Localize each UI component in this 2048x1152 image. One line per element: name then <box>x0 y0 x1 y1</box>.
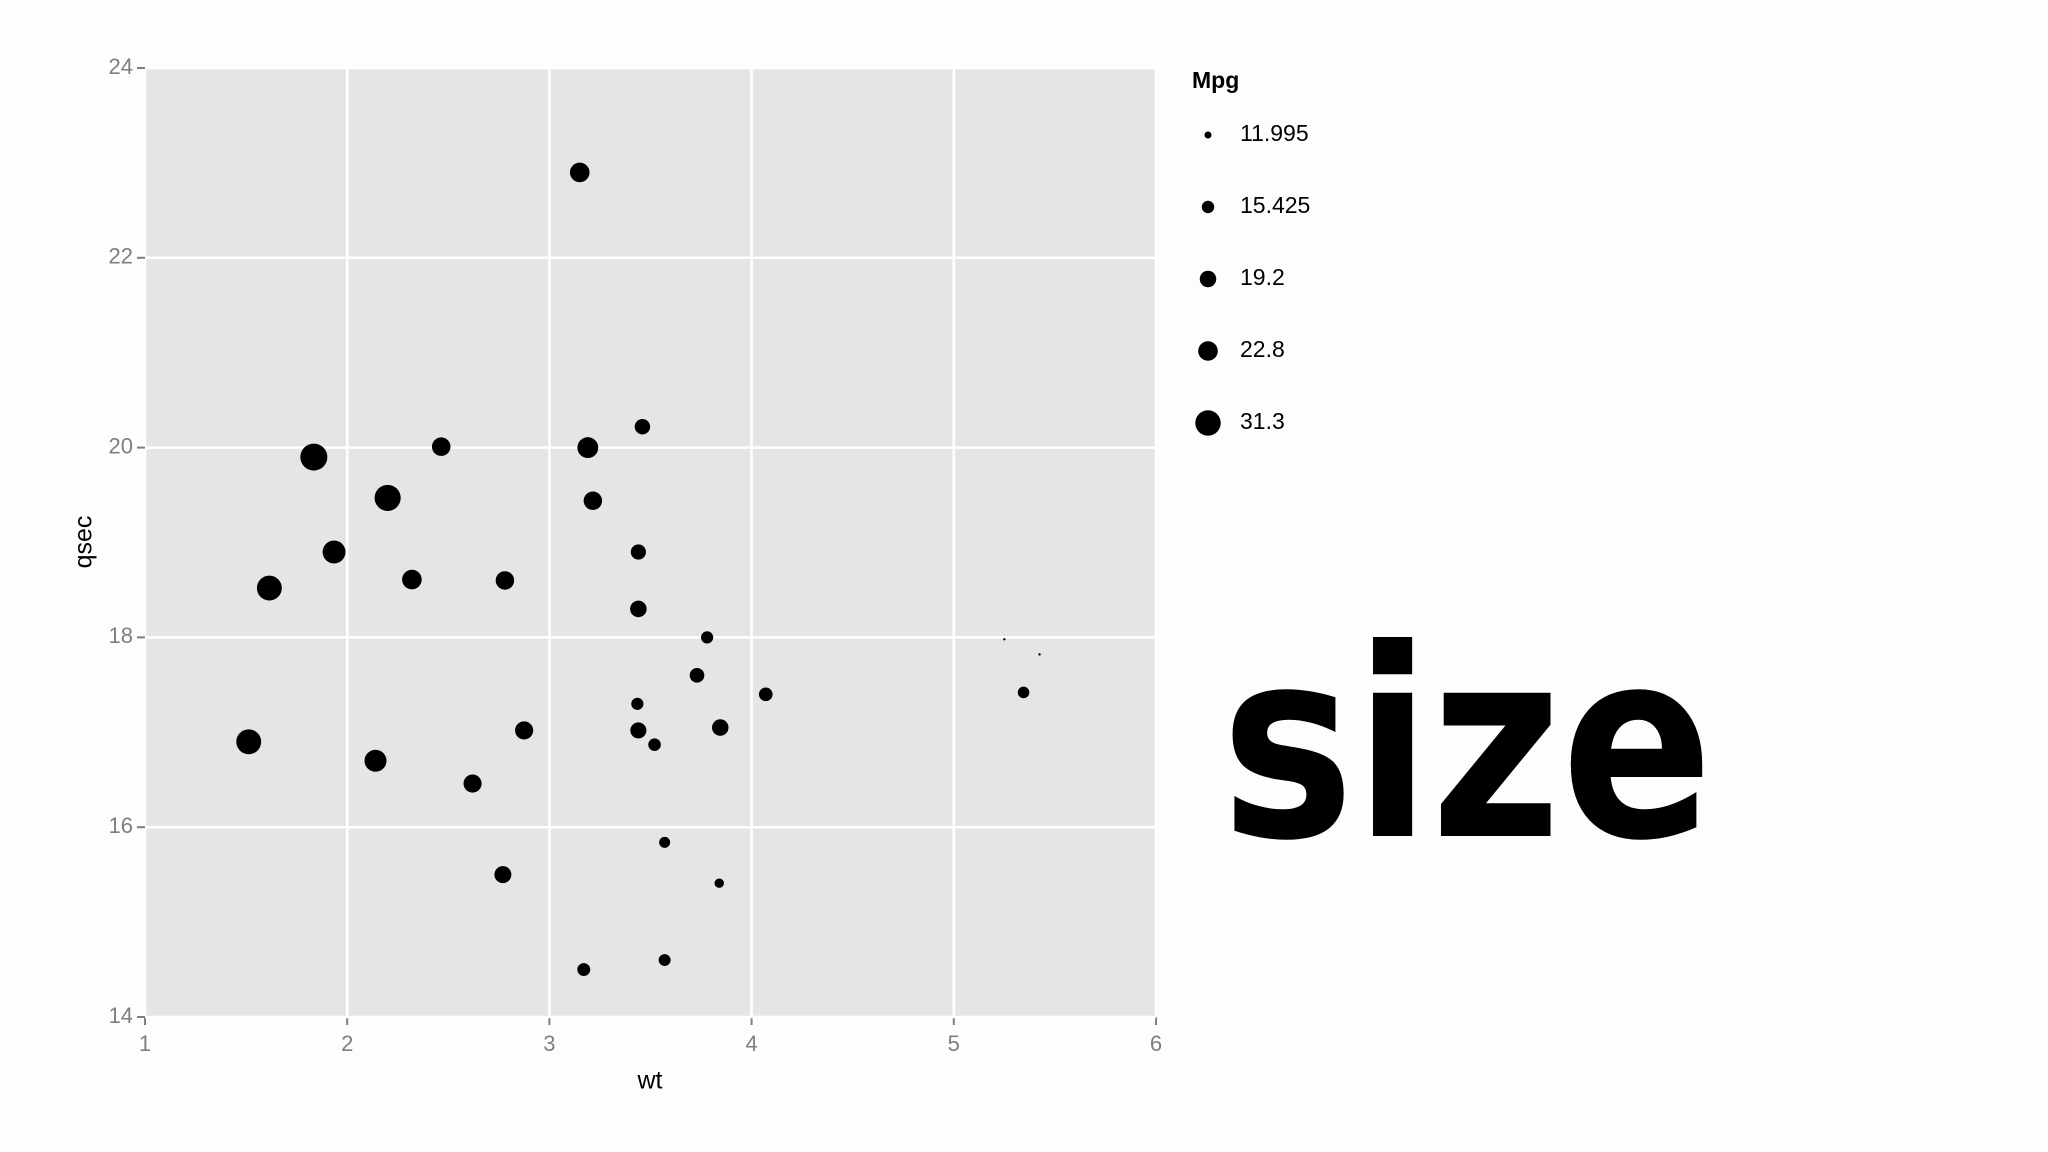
point <box>634 418 651 435</box>
point <box>648 738 661 751</box>
point <box>630 544 646 560</box>
legend-key <box>1195 410 1221 436</box>
point <box>256 575 282 601</box>
point <box>494 866 512 884</box>
point <box>1003 638 1006 641</box>
point <box>300 443 328 471</box>
y-tick-label: 22 <box>109 244 133 269</box>
legend-key <box>1201 200 1215 214</box>
legend-key <box>1199 270 1217 288</box>
x-tick-label: 1 <box>139 1031 151 1056</box>
x-tick-label: 5 <box>948 1031 960 1056</box>
point <box>701 631 714 644</box>
point <box>236 729 262 755</box>
point <box>658 954 671 967</box>
point <box>431 437 451 456</box>
point <box>402 569 422 590</box>
point <box>1017 686 1030 699</box>
point <box>495 571 515 590</box>
point <box>689 668 705 683</box>
point <box>714 878 724 888</box>
x-tick-label: 2 <box>341 1031 353 1056</box>
x-tick-label: 3 <box>543 1031 555 1056</box>
legend-label: 15.425 <box>1240 192 1310 218</box>
point <box>583 491 603 510</box>
point <box>577 437 599 459</box>
legend-label: 11.995 <box>1240 120 1309 146</box>
y-axis-title: qsec <box>70 516 98 569</box>
point <box>515 721 534 740</box>
point <box>364 749 387 772</box>
point <box>463 774 482 793</box>
point <box>374 484 401 511</box>
plot-panel <box>145 68 1156 1017</box>
legend-title: Mpg <box>1192 67 1239 93</box>
legend-label: 19.2 <box>1240 264 1285 290</box>
point <box>577 963 591 977</box>
y-tick-label: 18 <box>109 623 133 648</box>
point <box>630 722 647 739</box>
legend-label: 31.3 <box>1240 408 1285 434</box>
y-tick-label: 14 <box>109 1003 133 1028</box>
y-tick-label: 16 <box>109 813 133 838</box>
point <box>631 697 644 710</box>
point <box>569 162 590 183</box>
point <box>711 719 729 736</box>
point <box>1038 653 1041 656</box>
point <box>322 540 346 564</box>
point <box>630 600 647 618</box>
x-tick-label: 6 <box>1150 1031 1162 1056</box>
legend-key <box>1198 341 1218 361</box>
annotation: size <box>1221 593 1713 898</box>
point <box>758 687 773 702</box>
x-axis-title: wt <box>637 1067 663 1095</box>
point <box>659 836 671 848</box>
y-tick-label: 24 <box>109 54 133 79</box>
legend-key <box>1204 131 1212 139</box>
x-tick-label: 4 <box>745 1031 757 1056</box>
y-tick-label: 20 <box>109 433 133 458</box>
legend-label: 22.8 <box>1240 336 1285 362</box>
